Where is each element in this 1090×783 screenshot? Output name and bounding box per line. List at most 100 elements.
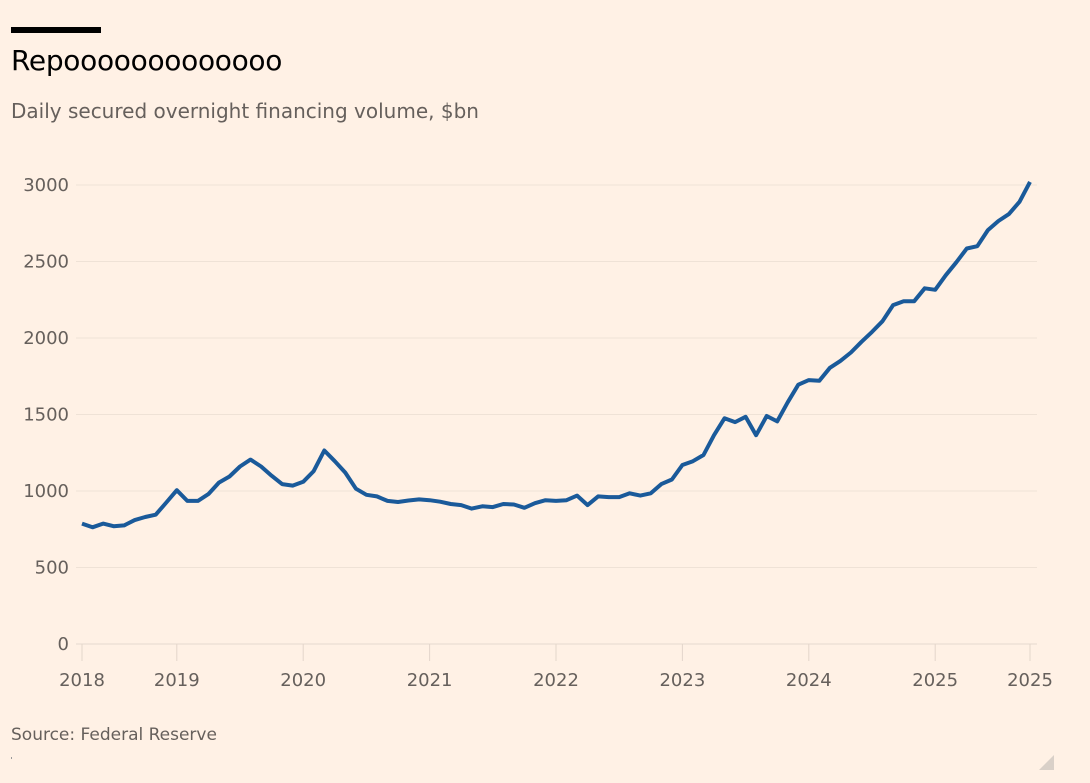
data-point xyxy=(375,494,379,498)
x-axis: 2018 2019 2020 2021 2022 2023 2024 2025 2025 xyxy=(59,644,1053,691)
data-point xyxy=(554,499,558,503)
data-point xyxy=(807,378,811,382)
chart-subtitle: Daily secured overnight financing volume… xyxy=(11,99,479,123)
source-note: Source: Federal Reserve xyxy=(11,725,217,745)
data-point xyxy=(986,228,990,232)
data-point xyxy=(238,465,242,469)
data-point xyxy=(796,383,800,387)
data-point xyxy=(407,499,411,503)
data-point xyxy=(301,480,305,484)
data-point xyxy=(249,458,253,462)
data-point xyxy=(617,495,621,499)
data-point xyxy=(744,415,748,419)
y-axis: 0 500 1000 1500 2000 2500 3000 xyxy=(23,175,69,655)
data-point xyxy=(270,474,274,478)
data-point xyxy=(912,299,916,303)
data-point xyxy=(933,288,937,292)
data-point xyxy=(891,303,895,307)
data-point xyxy=(143,515,147,519)
data-point xyxy=(522,506,526,510)
data-point xyxy=(965,247,969,251)
data-point xyxy=(849,351,853,355)
data-point xyxy=(322,449,326,453)
data-point xyxy=(1028,180,1032,184)
data-point xyxy=(765,414,769,418)
x-tick-label: 2019 xyxy=(154,670,200,691)
data-point xyxy=(480,504,484,508)
data-point xyxy=(343,471,347,475)
x-tick-label: 2024 xyxy=(786,670,832,691)
data-point xyxy=(228,475,232,479)
y-tick-label: 1500 xyxy=(23,405,69,426)
data-point xyxy=(575,494,579,498)
data-point xyxy=(491,505,495,509)
data-point xyxy=(817,379,821,383)
data-point xyxy=(291,484,295,488)
data-point xyxy=(649,491,653,495)
data-point xyxy=(438,500,442,504)
data-point xyxy=(512,503,516,507)
data-point xyxy=(396,500,400,504)
data-point xyxy=(164,501,168,505)
data-point xyxy=(881,319,885,323)
data-point xyxy=(470,507,474,511)
data-point xyxy=(112,524,116,528)
data-point xyxy=(544,498,548,502)
data-point xyxy=(607,495,611,499)
data-point xyxy=(996,219,1000,223)
data-point xyxy=(449,502,453,506)
data-point xyxy=(196,499,200,503)
data-point xyxy=(923,286,927,290)
data-point xyxy=(828,366,832,370)
data-point xyxy=(333,459,337,463)
data-point xyxy=(185,499,189,503)
data-point xyxy=(154,513,158,517)
x-tick-label: 2022 xyxy=(533,670,579,691)
y-tick-label: 1000 xyxy=(23,481,69,502)
data-point xyxy=(902,299,906,303)
data-point xyxy=(354,487,358,491)
data-point xyxy=(1018,200,1022,204)
data-point xyxy=(670,478,674,482)
data-point xyxy=(659,482,663,486)
data-point xyxy=(565,498,569,502)
chart-title: Repooooooooooooo xyxy=(11,44,283,77)
data-point xyxy=(838,359,842,363)
data-point xyxy=(417,497,421,501)
data-point xyxy=(944,273,948,277)
data-point xyxy=(754,433,758,437)
data-point xyxy=(775,419,779,423)
data-point xyxy=(501,502,505,506)
title-accent-bar xyxy=(11,27,101,33)
data-point xyxy=(428,498,432,502)
data-point xyxy=(712,433,716,437)
data-point xyxy=(122,523,126,527)
data-point xyxy=(638,494,642,498)
x-tick-label: 2018 xyxy=(59,670,105,691)
data-point xyxy=(723,416,727,420)
data-point xyxy=(217,481,221,485)
x-tick-label: 2021 xyxy=(407,670,453,691)
x-tick-label: 2025 xyxy=(912,670,958,691)
x-tick-label: 2020 xyxy=(280,670,326,691)
data-point xyxy=(628,491,632,495)
y-tick-label: 2000 xyxy=(23,328,69,349)
plot-area xyxy=(80,180,1032,530)
data-point xyxy=(206,492,210,496)
data-point xyxy=(975,244,979,248)
data-point xyxy=(175,488,179,492)
data-point xyxy=(1007,212,1011,216)
data-point xyxy=(586,503,590,507)
series-line xyxy=(81,180,1032,530)
data-point xyxy=(259,465,263,469)
data-point xyxy=(80,522,84,526)
resize-handle-icon[interactable] xyxy=(1039,755,1054,770)
data-point xyxy=(870,330,874,334)
y-tick-label: 0 xyxy=(58,634,69,655)
data-point xyxy=(91,525,95,529)
data-point xyxy=(386,499,390,503)
data-point xyxy=(101,522,105,526)
data-point xyxy=(596,494,600,498)
x-tick-label: 2023 xyxy=(659,670,705,691)
